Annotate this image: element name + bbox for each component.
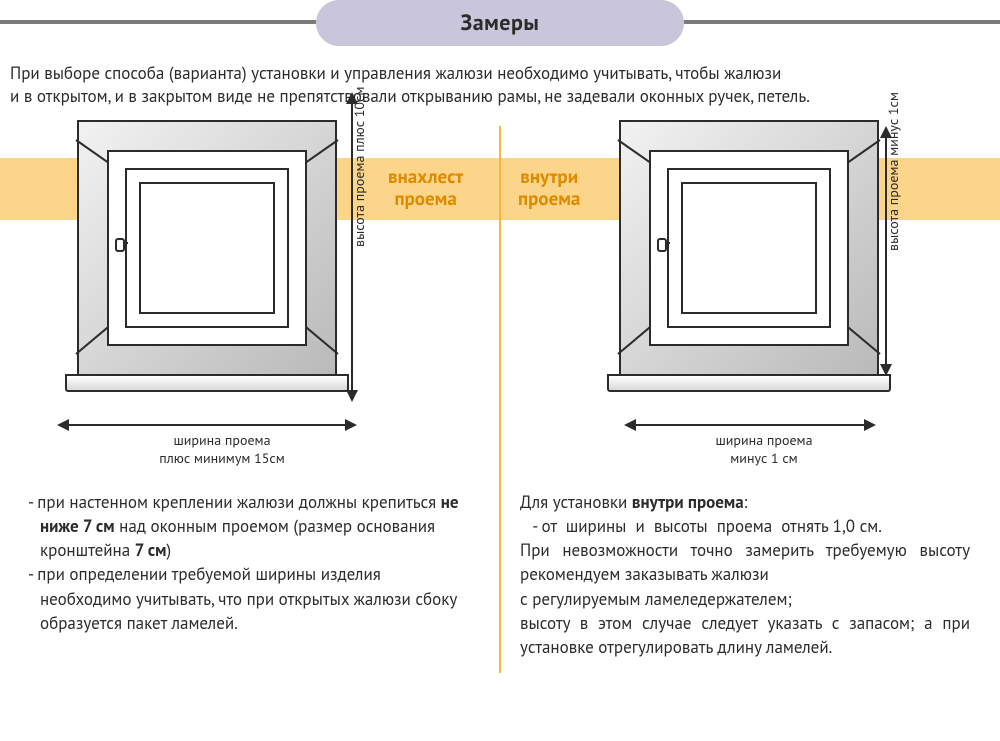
right-p4: с регулируемым ламеледержателем;: [520, 587, 970, 611]
width-label: ширина проема плюс минимум 15см: [72, 432, 372, 467]
right-p3: При невозможности точно замерить требуем…: [520, 538, 970, 586]
window-sill: [607, 374, 891, 392]
arrow-left-icon: [57, 419, 69, 431]
body-left: - при настенном креплении жалюзи должны …: [40, 490, 460, 635]
height-label: высота проема минус 1см: [884, 92, 902, 251]
window-icon: высота проема плюс 10см: [77, 120, 337, 390]
handle-icon: [118, 242, 128, 244]
width-arrow: [59, 424, 355, 426]
handle-icon: [660, 242, 670, 244]
width-label-l2: плюс минимум 15см: [159, 449, 284, 467]
arrow-down-icon: [880, 364, 892, 376]
intro-line-1: При выборе способа (варианта) установки …: [10, 62, 781, 84]
window-sash: [667, 168, 831, 328]
right-p1: Для установки внутри проема:: [520, 490, 970, 514]
arrow-down-icon: [346, 390, 358, 402]
figure-inside: высота проема минус 1см ширина проема ми…: [614, 120, 914, 467]
badge-inside-l1: внутри: [520, 167, 578, 189]
intro-line-2: и в открытом, и в закрытом виде не препя…: [10, 85, 810, 107]
left-p1: - при настенном креплении жалюзи должны …: [40, 490, 460, 562]
window-sill: [65, 374, 349, 392]
badge-overlap: внахлест проема: [378, 158, 473, 220]
width-label-l1: ширина проема: [715, 431, 812, 449]
intro-text: При выборе способа (варианта) установки …: [10, 62, 976, 108]
arrow-right-icon: [864, 419, 876, 431]
figure-overlap: высота проема плюс 10см ширина проема пл…: [72, 120, 372, 467]
left-p2: - при определении требуемой ширины издел…: [40, 562, 460, 634]
page-title: Замеры: [461, 9, 540, 37]
right-p2: - от ширины и высоты проема отнять 1,0 с…: [520, 514, 970, 538]
body-right: Для установки внутри проема: - от ширины…: [520, 490, 970, 659]
center-divider: [499, 126, 501, 673]
badge-inside-l2: проема: [518, 189, 580, 211]
badge-inside: внутри проема: [508, 158, 590, 220]
window-icon: высота проема минус 1см: [619, 120, 879, 390]
arrow-left-icon: [624, 419, 636, 431]
height-arrow: высота проема минус 1см: [885, 128, 887, 374]
height-arrow: высота проема плюс 10см: [351, 94, 353, 400]
page: Замеры При выборе способа (варианта) уст…: [0, 0, 1000, 741]
width-arrow: [626, 424, 874, 426]
badge-overlap-l1: внахлест: [388, 167, 463, 189]
right-p5: высоту в этом случае следует указать с з…: [520, 611, 970, 659]
badge-overlap-l2: проема: [394, 189, 456, 211]
height-label: высота проема плюс 10см: [350, 87, 368, 247]
arrow-right-icon: [345, 419, 357, 431]
window-sash: [125, 168, 289, 328]
width-label: ширина проема минус 1 см: [614, 432, 914, 467]
header-pill: Замеры: [316, 0, 684, 46]
width-label-l2: минус 1 см: [730, 449, 797, 467]
width-label-l1: ширина проема: [173, 431, 270, 449]
